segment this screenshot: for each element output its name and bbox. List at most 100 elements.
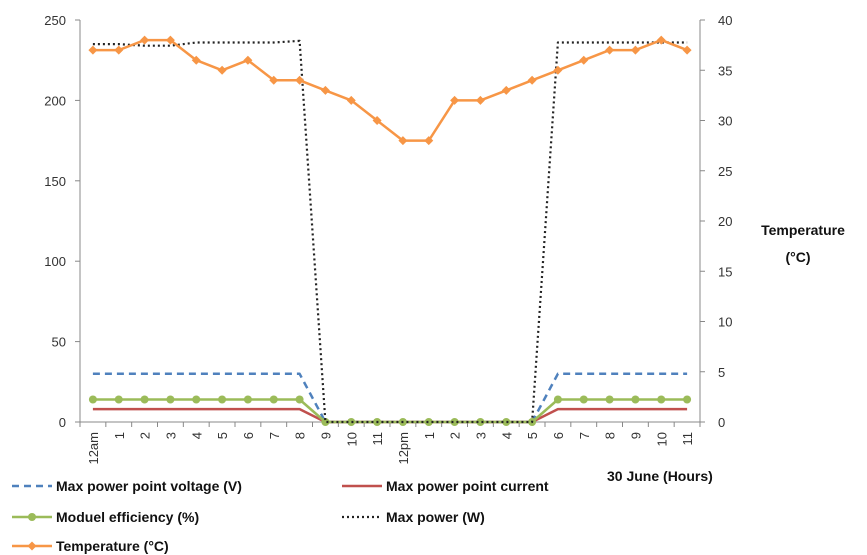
series-point-4 [424, 136, 434, 146]
series-point-2 [88, 395, 97, 404]
x-tick-label: 6 [241, 432, 256, 439]
legend-marker-4 [27, 541, 37, 551]
legend: Max power point voltage (V) Max power poi… [12, 478, 549, 554]
series-point-2 [424, 418, 433, 426]
x-tick-label: 12am [86, 432, 101, 465]
axes [75, 19, 705, 427]
series-line-4 [92, 38, 688, 142]
series-point-2 [631, 395, 640, 404]
left-tick-label: 200 [44, 93, 66, 108]
series-point-4 [140, 35, 150, 45]
x-tick-label: 5 [215, 432, 230, 439]
series-point-2 [140, 395, 149, 404]
series-point-4 [295, 75, 305, 85]
series-point-4 [501, 85, 511, 95]
x-tick-label: 7 [267, 432, 282, 439]
right-tick-label: 25 [718, 164, 732, 179]
series-point-2 [243, 395, 252, 404]
x-tick-label: 7 [577, 432, 592, 439]
series-point-4 [398, 136, 408, 146]
series-point-4 [320, 85, 330, 95]
x-tick-label: 4 [499, 432, 514, 439]
legend-label-3: Max power (W) [386, 509, 485, 525]
series-point-4 [527, 75, 537, 85]
left-tick-label: 100 [44, 254, 66, 269]
series-point-2 [579, 395, 588, 404]
right-tick-label: 40 [718, 13, 732, 28]
series-point-4 [165, 35, 175, 45]
x-tick-label: 12pm [396, 432, 411, 465]
legend-label-1: Max power point current [386, 478, 549, 494]
series-point-4 [630, 45, 640, 55]
series-point-4 [243, 55, 253, 65]
series-point-4 [682, 45, 692, 55]
left-tick-label: 250 [44, 13, 66, 28]
series-point-4 [191, 55, 201, 65]
x-axis-label: 30 June (Hours) [607, 468, 713, 484]
right-tick-label: 5 [718, 365, 725, 380]
series-point-4 [656, 35, 666, 45]
x-tick-label: 8 [603, 432, 618, 439]
legend-marker-2 [28, 513, 36, 521]
x-tick-label: 11 [370, 432, 385, 446]
series-point-2 [218, 395, 227, 404]
right-axis-label-line2: (°C) [785, 249, 810, 265]
right-tick-label: 15 [718, 264, 732, 279]
series-line-0 [92, 372, 688, 424]
series-point-2 [269, 395, 278, 404]
x-tick-label: 3 [163, 432, 178, 439]
x-tick-label: 8 [293, 432, 308, 439]
left-tick-label: 50 [52, 335, 66, 350]
series-point-2 [166, 395, 175, 404]
series-group [88, 35, 692, 426]
right-tick-label: 20 [718, 214, 732, 229]
x-tick-label: 3 [473, 432, 488, 439]
series-point-4 [372, 116, 382, 125]
x-tick-label: 1 [112, 432, 127, 439]
series-point-4 [475, 95, 485, 105]
series-point-2 [657, 395, 666, 404]
series-point-4 [450, 95, 460, 105]
legend-label-0: Max power point voltage (V) [56, 478, 242, 494]
series-point-4 [217, 65, 227, 75]
series-point-2 [502, 418, 511, 426]
x-tick-label: 10 [654, 432, 669, 446]
series-point-4 [579, 55, 589, 65]
series-point-2 [476, 418, 485, 426]
x-tick-label: 2 [448, 432, 463, 439]
series-point-2 [192, 395, 201, 404]
left-tick-label: 0 [59, 415, 66, 430]
series-point-2 [114, 395, 123, 404]
series-point-4 [269, 75, 279, 85]
x-tick-label: 5 [525, 432, 540, 439]
series-point-2 [605, 395, 614, 404]
series-point-2 [683, 395, 692, 404]
x-tick-label: 1 [422, 432, 437, 439]
right-axis-label-line1: Temperature [761, 222, 845, 238]
right-tick-label: 35 [718, 63, 732, 78]
legend-label-2: Moduel efficiency (%) [56, 509, 199, 525]
series-line-1 [92, 407, 688, 424]
legend-label-4: Temperature (°C) [56, 538, 169, 554]
x-tick-label: 9 [628, 432, 643, 439]
x-tick-label: 2 [138, 432, 153, 439]
right-tick-label: 30 [718, 114, 732, 129]
series-point-4 [605, 45, 615, 55]
series-line-3 [92, 39, 688, 424]
x-tick-label: 4 [189, 432, 204, 439]
x-tick-label: 6 [551, 432, 566, 439]
series-point-4 [346, 95, 356, 105]
series-point-2 [321, 418, 330, 426]
right-tick-label: 0 [718, 415, 725, 430]
series-point-2 [347, 418, 356, 426]
series-line-2 [92, 398, 688, 424]
x-tick-label: 9 [318, 432, 333, 439]
series-point-4 [114, 45, 124, 55]
x-tick-label: 10 [344, 432, 359, 446]
series-point-2 [553, 395, 562, 404]
series-point-2 [450, 418, 459, 426]
series-point-4 [553, 65, 563, 75]
left-tick-label: 150 [44, 174, 66, 189]
